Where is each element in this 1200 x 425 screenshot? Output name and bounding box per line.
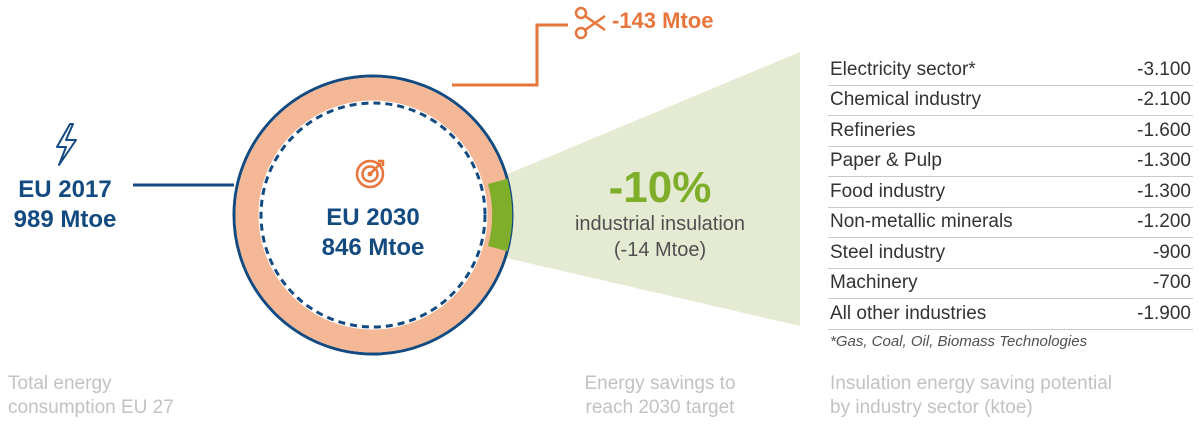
reduction-label: -143 Mtoe — [612, 8, 714, 33]
table-row: Steel industry -900 — [828, 237, 1193, 269]
sector-value: -3.100 — [1106, 55, 1193, 86]
savings-label: industrial insulation — [574, 213, 746, 235]
sector-name: Steel industry — [828, 237, 1107, 269]
eu2017-title: EU 2017 — [18, 176, 112, 203]
savings-percent: -10% — [608, 163, 712, 212]
table-row: Food industry -1.300 — [828, 176, 1193, 208]
sector-name: Paper & Pulp — [828, 146, 1107, 177]
sector-name: Machinery — [828, 268, 1107, 299]
eu2030-value: 846 Mtoe — [321, 234, 425, 261]
sector-value: -1.300 — [1106, 176, 1193, 208]
lightning-icon — [56, 123, 77, 166]
eu2030-title: EU 2030 — [326, 204, 420, 231]
eu2030-label: EU 2030 846 Mtoe — [293, 203, 453, 263]
sector-value: -1.900 — [1106, 298, 1193, 330]
table-row: All other industries -1.900 — [828, 298, 1193, 330]
target-dashed-ring — [259, 101, 487, 329]
caption-saving-potential: Insulation energy saving potential by in… — [830, 372, 1190, 420]
table-row: Chemical industry -2.100 — [828, 85, 1193, 116]
sector-name: Non-metallic minerals — [828, 207, 1107, 238]
scissors-icon — [574, 6, 606, 40]
sector-name: Chemical industry — [828, 85, 1107, 116]
sector-value: -1.600 — [1106, 115, 1193, 147]
caption-line: by industry sector (ktoe) — [830, 397, 1033, 418]
caption-line: reach 2030 target — [585, 397, 735, 418]
reduction-callout-line — [452, 23, 568, 87]
savings-cone — [498, 52, 800, 326]
caption-line: Total energy — [8, 373, 112, 394]
eu2017-value: 989 Mtoe — [13, 206, 117, 233]
caption-line: consumption EU 27 — [8, 397, 174, 418]
caption-line: Energy savings to — [584, 373, 736, 394]
sector-value: -1.300 — [1106, 146, 1193, 177]
savings-callout: -10% industrial insulation (-14 Mtoe) — [540, 165, 780, 263]
footnote: *Gas, Coal, Oil, Biomass Technologies — [830, 333, 1088, 350]
table-row: Non-metallic minerals -1.200 — [828, 207, 1193, 238]
sector-name: Food industry — [828, 176, 1107, 208]
sector-value: -2.100 — [1106, 85, 1193, 116]
target-icon — [355, 159, 385, 189]
table-row: Paper & Pulp -1.300 — [828, 146, 1193, 177]
sector-table: Electricity sector* -3.100 Chemical indus… — [828, 55, 1193, 330]
savings-detail: (-14 Mtoe) — [613, 239, 707, 261]
sector-name: Electricity sector* — [828, 55, 1107, 86]
eu2017-label: EU 2017 989 Mtoe — [5, 175, 125, 235]
table-row: Electricity sector* -3.100 — [828, 55, 1193, 86]
sector-value: -900 — [1106, 237, 1193, 269]
table-row: Machinery -700 — [828, 268, 1193, 299]
caption-line: Insulation energy saving potential — [830, 373, 1113, 394]
insulation-segment — [487, 178, 513, 252]
sector-value: -700 — [1106, 268, 1193, 299]
table-row: Refineries -1.600 — [828, 115, 1193, 147]
sector-name: Refineries — [828, 115, 1107, 147]
sector-value: -1.200 — [1106, 207, 1193, 238]
caption-energy-savings: Energy savings to reach 2030 target — [540, 372, 780, 420]
sector-name: All other industries — [828, 298, 1107, 330]
caption-total-consumption: Total energy consumption EU 27 — [8, 372, 268, 420]
